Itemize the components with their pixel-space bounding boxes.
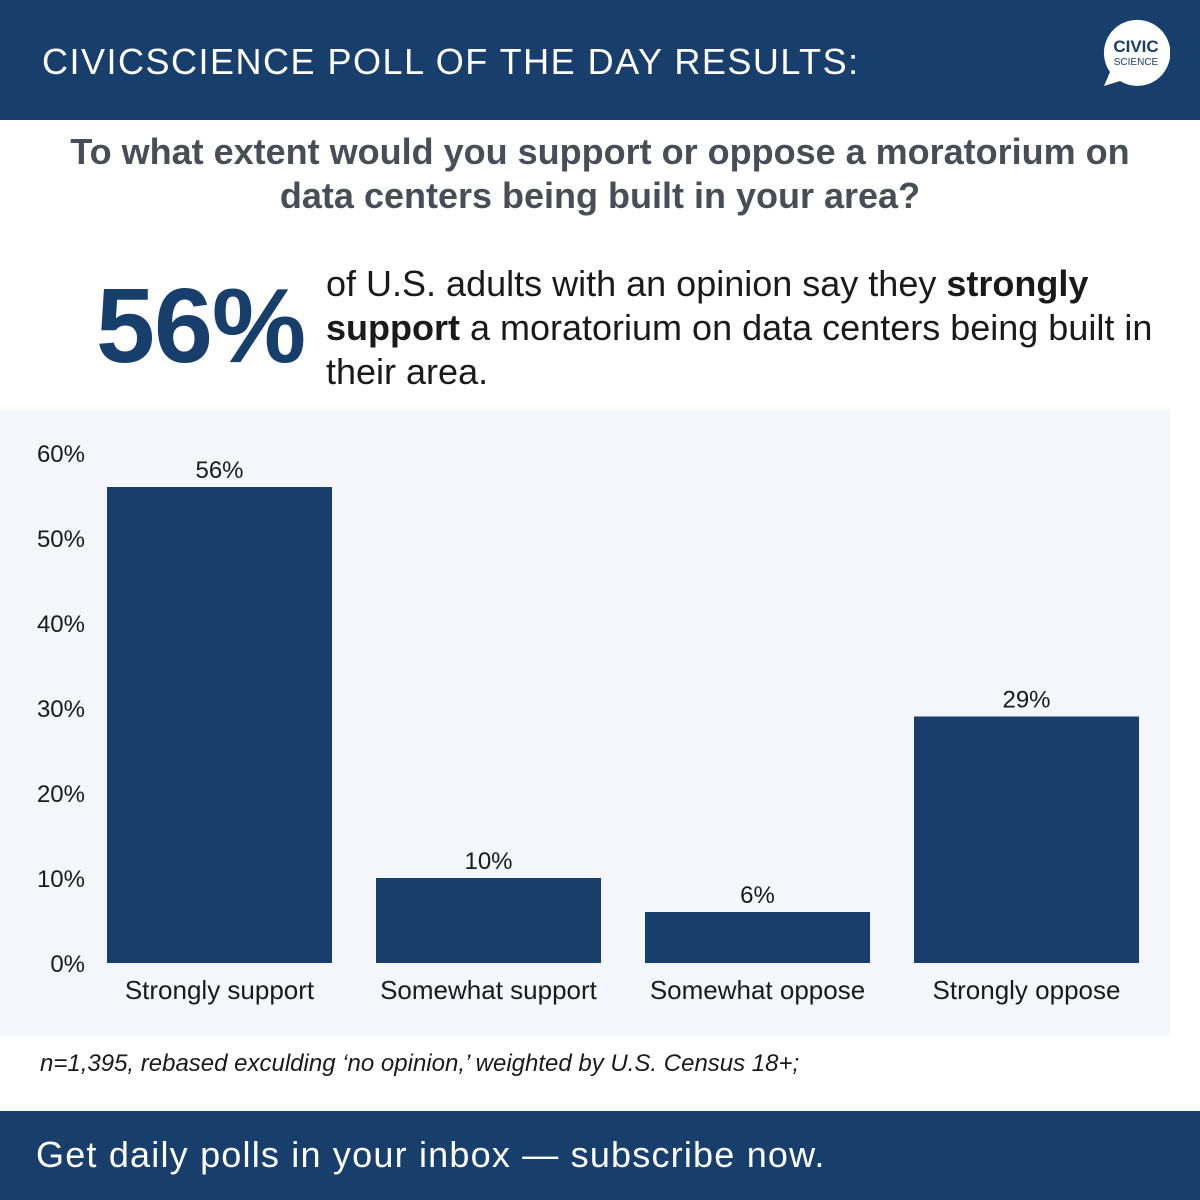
y-tick-label: 0% — [50, 951, 85, 978]
bar — [645, 912, 870, 963]
svg-text:CIVIC: CIVIC — [1113, 37, 1158, 56]
headline-text-after: a moratorium on data centers being built… — [326, 307, 1153, 392]
bar — [376, 878, 601, 963]
y-tick-label: 30% — [37, 696, 85, 723]
x-category-label: Somewhat oppose — [650, 975, 865, 1005]
bar-chart: 0% 10% 20% 30% 40% 50% 60% 56% Strongly support 1… — [37, 441, 1139, 1005]
y-tick-label: 40% — [37, 611, 85, 638]
data-label: 6% — [740, 882, 775, 909]
footer-banner — [0, 1111, 1200, 1200]
svg-text:SCIENCE: SCIENCE — [1114, 57, 1159, 68]
headline-stat: 56% — [96, 267, 306, 385]
x-category-label: Somewhat support — [380, 975, 598, 1005]
y-tick-label: 60% — [37, 441, 85, 468]
bar — [107, 487, 332, 963]
header-banner: CIVICSCIENCE POLL OF THE DAY RESULTS: CI… — [0, 0, 1200, 120]
header-title: CIVICSCIENCE POLL OF THE DAY RESULTS: — [42, 41, 860, 82]
y-tick-label: 10% — [37, 866, 85, 893]
data-label: 10% — [464, 848, 512, 875]
subscribe-link[interactable]: Get daily polls in your inbox — subscrib… — [36, 1134, 826, 1175]
headline-text-before: of U.S. adults with an opinion say they — [326, 263, 947, 304]
x-category-label: Strongly support — [125, 975, 315, 1005]
y-tick-label: 20% — [37, 781, 85, 808]
data-label: 56% — [195, 457, 243, 484]
headline-description: of U.S. adults with an opinion say they … — [326, 262, 1166, 394]
footnote: n=1,395, rebased exculding ‘no opinion,’… — [40, 1050, 800, 1077]
poll-question: To what extent would you support or oppo… — [70, 131, 1130, 216]
y-tick-label: 50% — [37, 526, 85, 553]
civicscience-logo: CIVIC SCIENCE — [1103, 19, 1170, 86]
x-category-label: Strongly oppose — [933, 975, 1121, 1005]
headline-text-bold: strongly support — [326, 263, 1089, 348]
data-label: 29% — [1002, 687, 1050, 714]
bar — [914, 716, 1139, 963]
